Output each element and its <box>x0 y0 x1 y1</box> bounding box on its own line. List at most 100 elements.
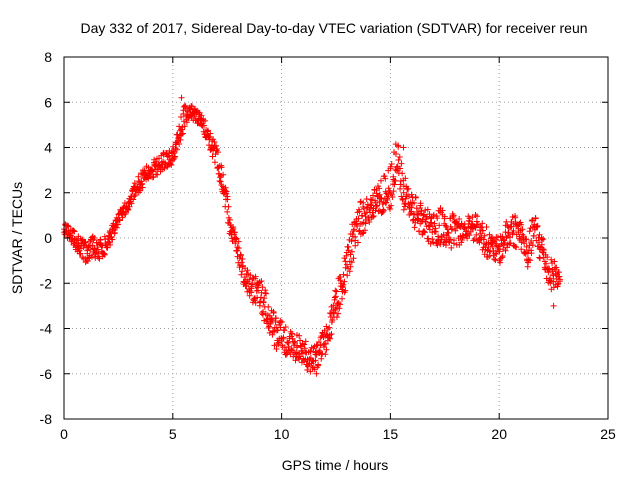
data-point <box>304 366 311 373</box>
data-point <box>428 219 435 226</box>
data-point <box>317 342 324 349</box>
data-point <box>241 279 248 286</box>
x-axis-label: GPS time / hours <box>282 457 389 473</box>
data-point <box>324 325 331 332</box>
data-point <box>350 255 357 262</box>
data-point <box>397 165 404 172</box>
data-point <box>434 242 441 249</box>
data-point <box>178 114 185 121</box>
data-point <box>354 239 361 246</box>
data-point <box>532 215 539 222</box>
data-point <box>116 217 123 224</box>
data-point <box>539 246 546 253</box>
data-point <box>277 324 284 331</box>
data-point <box>405 185 412 192</box>
data-point <box>477 230 484 237</box>
data-point <box>390 173 397 180</box>
data-point <box>373 190 380 197</box>
data-point <box>246 276 253 283</box>
data-point <box>392 151 399 158</box>
data-point <box>336 305 343 312</box>
data-point <box>322 351 329 358</box>
data-point <box>344 272 351 279</box>
data-point <box>466 232 473 239</box>
data-point <box>389 193 396 200</box>
data-point <box>261 295 268 302</box>
data-point <box>448 244 455 251</box>
data-point <box>469 214 476 221</box>
data-point <box>506 234 513 241</box>
data-point <box>478 224 485 231</box>
data-point <box>424 206 431 213</box>
data-point <box>335 310 342 317</box>
data-point <box>263 290 270 297</box>
data-point <box>534 224 541 231</box>
data-point <box>314 341 321 348</box>
data-point <box>275 339 282 346</box>
data-point <box>161 164 168 171</box>
data-point <box>267 320 274 327</box>
data-point <box>244 267 251 274</box>
data-point <box>536 255 543 262</box>
data-point <box>232 240 239 247</box>
data-point <box>87 246 94 253</box>
data-point <box>348 248 355 255</box>
data-point <box>551 258 558 265</box>
data-point <box>225 203 232 210</box>
data-point <box>224 196 231 203</box>
data-point <box>262 287 269 294</box>
data-point <box>491 256 498 263</box>
data-point <box>284 339 291 346</box>
data-point <box>385 185 392 192</box>
data-point <box>520 233 527 240</box>
data-point <box>546 266 553 273</box>
data-point <box>408 191 415 198</box>
data-point <box>340 271 347 278</box>
data-point <box>550 302 557 309</box>
data-point <box>412 194 419 201</box>
data-point <box>340 281 347 288</box>
data-point <box>130 196 137 203</box>
data-point <box>432 228 439 235</box>
data-point <box>477 223 484 230</box>
data-point <box>434 215 441 222</box>
data-point <box>181 123 188 130</box>
data-point <box>426 222 433 229</box>
data-point <box>499 254 506 261</box>
data-point <box>321 327 328 334</box>
data-point <box>395 143 402 150</box>
data-point <box>189 103 196 110</box>
data-point <box>535 234 542 241</box>
data-point <box>384 197 391 204</box>
data-point <box>342 287 349 294</box>
data-point <box>236 255 243 262</box>
data-point <box>518 246 525 253</box>
data-point <box>341 278 348 285</box>
data-point <box>391 181 398 188</box>
data-point <box>400 189 407 196</box>
data-point <box>67 231 74 238</box>
data-point <box>168 161 175 168</box>
data-point <box>510 227 517 234</box>
y-tick-label: -6 <box>40 366 53 382</box>
data-point <box>421 228 428 235</box>
data-point <box>173 146 180 153</box>
data-point <box>538 241 545 248</box>
data-point <box>351 226 358 233</box>
data-point <box>450 240 457 247</box>
y-tick-label: 8 <box>44 49 52 65</box>
data-point <box>441 213 448 220</box>
data-point <box>96 255 103 262</box>
x-tick-label: 10 <box>274 426 290 442</box>
data-point <box>348 238 355 245</box>
data-point <box>461 223 468 230</box>
data-point <box>181 102 188 109</box>
data-point <box>231 229 238 236</box>
data-point <box>543 260 550 267</box>
data-point <box>249 281 256 288</box>
data-point <box>399 196 406 203</box>
data-point <box>354 222 361 229</box>
data-point <box>237 252 244 259</box>
data-point <box>387 163 394 170</box>
